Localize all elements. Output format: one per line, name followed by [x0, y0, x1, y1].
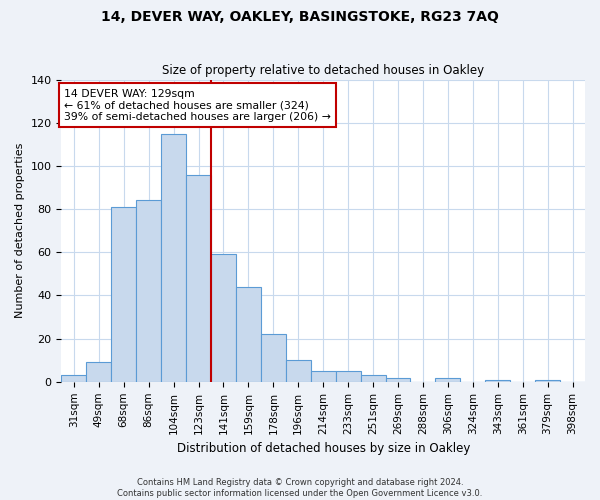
Bar [236, 287, 261, 382]
Bar [86, 362, 111, 382]
Y-axis label: Number of detached properties: Number of detached properties [15, 143, 25, 318]
Bar [335, 371, 361, 382]
Bar [311, 371, 335, 382]
Text: Contains HM Land Registry data © Crown copyright and database right 2024.
Contai: Contains HM Land Registry data © Crown c… [118, 478, 482, 498]
X-axis label: Distribution of detached houses by size in Oakley: Distribution of detached houses by size … [176, 442, 470, 455]
Bar [286, 360, 311, 382]
Title: Size of property relative to detached houses in Oakley: Size of property relative to detached ho… [162, 64, 484, 77]
Bar [261, 334, 286, 382]
Bar [161, 134, 186, 382]
Bar [136, 200, 161, 382]
Bar [211, 254, 236, 382]
Bar [61, 376, 86, 382]
Bar [436, 378, 460, 382]
Bar [361, 376, 386, 382]
Bar [535, 380, 560, 382]
Text: 14, DEVER WAY, OAKLEY, BASINGSTOKE, RG23 7AQ: 14, DEVER WAY, OAKLEY, BASINGSTOKE, RG23… [101, 10, 499, 24]
Bar [186, 174, 211, 382]
Bar [111, 207, 136, 382]
Text: 14 DEVER WAY: 129sqm
← 61% of detached houses are smaller (324)
39% of semi-deta: 14 DEVER WAY: 129sqm ← 61% of detached h… [64, 88, 331, 122]
Bar [386, 378, 410, 382]
Bar [485, 380, 510, 382]
